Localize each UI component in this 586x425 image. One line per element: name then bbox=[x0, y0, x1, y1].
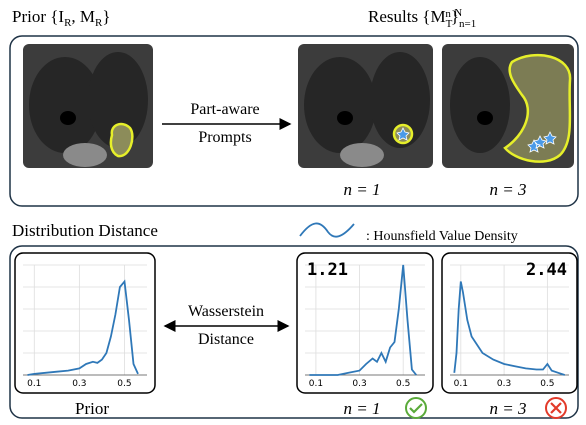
check-icon bbox=[406, 398, 426, 418]
prior-heading: Prior {IR, MR} bbox=[12, 7, 111, 29]
ct-result-1 bbox=[298, 44, 433, 168]
results-heading: Results {MTn}n=1N bbox=[368, 7, 476, 30]
score: 2.44 bbox=[526, 260, 567, 280]
caption: n = 1 bbox=[344, 180, 381, 199]
legend-label: : Hounsfield Value Density bbox=[366, 229, 518, 244]
x-tick-label: 0.1 bbox=[27, 379, 41, 389]
score: 1.21 bbox=[307, 260, 348, 280]
x-tick-label: 0.5 bbox=[396, 379, 410, 389]
distance-label: Distance bbox=[198, 331, 254, 348]
ct-prior bbox=[23, 44, 153, 168]
plot-caption: n = 3 bbox=[490, 399, 527, 418]
cross-icon bbox=[546, 398, 566, 418]
x-tick-label: 0.3 bbox=[497, 379, 511, 389]
x-tick-label: 0.5 bbox=[117, 379, 131, 389]
x-tick-label: 0.1 bbox=[309, 379, 323, 389]
plot-caption: n = 1 bbox=[344, 399, 381, 418]
x-tick-label: 0.3 bbox=[72, 379, 86, 389]
plot-frame bbox=[15, 253, 155, 393]
figure: Prior {IR, MR} Results {MTn}n=1N Part-aw… bbox=[0, 0, 586, 425]
x-tick-label: 0.3 bbox=[352, 379, 366, 389]
x-tick-label: 0.5 bbox=[540, 379, 554, 389]
plot-caption: Prior bbox=[75, 399, 109, 418]
ct-result-3 bbox=[442, 44, 574, 168]
x-tick-label: 0.1 bbox=[454, 379, 468, 389]
caption: n = 3 bbox=[490, 180, 527, 199]
section-title: Distribution Distance bbox=[12, 221, 158, 240]
legend-icon bbox=[300, 223, 354, 236]
distance-label: Wasserstein bbox=[188, 303, 264, 320]
prompt-label: Prompts bbox=[198, 129, 251, 146]
page: {"header": {"prior": ["Prior {I", "R", "… bbox=[0, 0, 586, 425]
prompt-label: Part-aware bbox=[190, 101, 259, 118]
